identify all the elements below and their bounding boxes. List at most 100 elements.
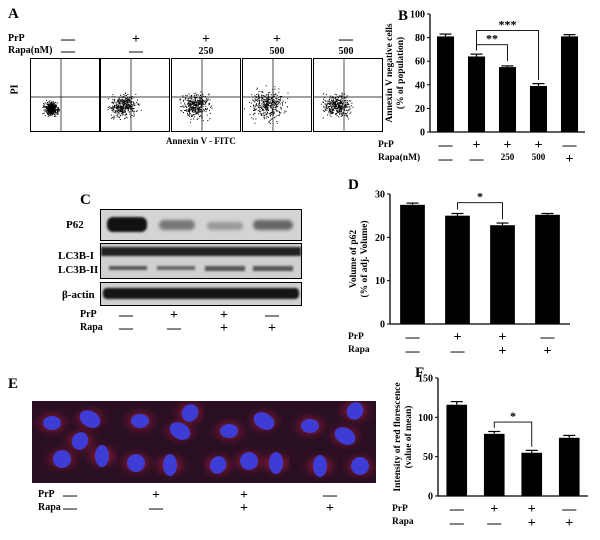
panel-c-prp-sign-4: — xyxy=(265,308,279,323)
prp-sign-3: + xyxy=(499,330,507,345)
panel-a-prp-sign-2: + xyxy=(132,32,140,47)
bar-2 xyxy=(483,433,505,496)
rapa-sign-3: + xyxy=(499,344,507,358)
rapa-row-label: Rapa xyxy=(392,517,414,527)
micrograph-1 xyxy=(32,401,120,483)
rapa-sign-2: — xyxy=(486,516,502,531)
panel-e-prp-sign-1: — xyxy=(63,488,77,503)
y-tick-label: 100 xyxy=(418,413,433,424)
significance-label: *** xyxy=(499,18,517,32)
panel-e-prp-sign-2: + xyxy=(152,488,160,503)
panel-a-prp-sign-5: — xyxy=(339,32,353,47)
significance-bracket xyxy=(493,421,533,447)
panel-e-rapa-sign-3: + xyxy=(240,501,248,516)
prp-sign-4: — xyxy=(561,502,577,517)
micrograph-4 xyxy=(290,401,376,483)
y-axis-label: Intensity of red florescence(value of me… xyxy=(393,382,414,491)
prp-sign-1: — xyxy=(405,330,421,345)
panel-a-pi-axis-label: PI xyxy=(9,84,21,95)
rapa-sign-3: 250 xyxy=(501,152,515,162)
panel-a-prp-sign-4: + xyxy=(273,32,281,47)
prp-sign-3: + xyxy=(504,138,512,153)
prp-sign-1: — xyxy=(449,502,465,517)
rapa-row-label: Rapa(nM) xyxy=(378,152,420,163)
bar-4 xyxy=(558,437,580,496)
panel-a-prp-label: PrP xyxy=(8,33,25,44)
panel-c-rapa-sign-1: — xyxy=(119,321,133,336)
panel-e-prp-label: PrP xyxy=(38,489,55,500)
blot-beta-actin xyxy=(100,282,302,306)
significance-label: * xyxy=(510,409,516,423)
band-label-beta-actin: β-actin xyxy=(62,289,95,301)
prp-sign-4: + xyxy=(535,138,543,153)
y-tick-label: 0 xyxy=(420,128,425,139)
y-tick-label: 10 xyxy=(375,276,385,287)
panel-a-rapa-label: Rapa(nM) xyxy=(8,45,53,56)
rapa-sign-1: — xyxy=(438,152,454,167)
bar-3 xyxy=(490,225,515,324)
bar-4 xyxy=(529,85,548,132)
flow-plot-2 xyxy=(100,58,170,132)
panel-e-rapa-label: Rapa xyxy=(38,502,61,513)
y-axis-label: Annexin V negative cells(% of population… xyxy=(385,23,406,122)
panel-a-annexin-axis-label: Annexin V - FITC xyxy=(166,136,236,146)
panel-f-letter: F xyxy=(415,365,425,381)
rapa-sign-4: 500 xyxy=(532,152,546,162)
panel-a-rapa-sign-1: — xyxy=(61,44,75,59)
bar-4 xyxy=(535,214,560,324)
prp-row-label: PrP xyxy=(378,140,394,150)
panel-e-rapa-sign-4: + xyxy=(326,501,334,516)
panel-c-letter: C xyxy=(80,192,91,208)
chart-d-p62-volume: 0 10 20 30 Volume of p62(% of adj. Volume) * P… xyxy=(348,190,570,358)
rapa-sign-4: + xyxy=(544,344,552,358)
prp-sign-5: — xyxy=(562,138,578,153)
band-label-lc3b-ii: LC3B-II xyxy=(58,264,99,276)
band-label-lc3b-i: LC3B-I xyxy=(58,250,95,262)
bar-1 xyxy=(400,204,425,324)
flow-plot-5 xyxy=(313,58,383,132)
panel-e-rapa-sign-1: — xyxy=(63,501,77,516)
panel-a-letter: A xyxy=(8,6,19,22)
panel-c-prp-sign-2: + xyxy=(170,308,178,323)
rapa-sign-2: — xyxy=(469,152,485,167)
y-tick-label: 80 xyxy=(415,33,425,44)
panel-c-rapa-sign-3: + xyxy=(220,321,228,336)
micrograph-2 xyxy=(118,401,206,483)
panel-c-prp-sign-1: — xyxy=(119,308,133,323)
y-tick-label: 150 xyxy=(418,374,433,385)
panel-e-rapa-sign-2: — xyxy=(149,501,163,516)
significance-label: * xyxy=(477,190,483,204)
bar-1 xyxy=(446,404,468,496)
prp-sign-2: + xyxy=(490,502,498,517)
chart-b-annexin: 0 20 40 60 80 100 Annexin V negative cells(% o… xyxy=(378,10,585,167)
blot-p62 xyxy=(100,209,302,241)
panel-e-prp-sign-4: — xyxy=(323,488,337,503)
panel-e-letter: E xyxy=(8,376,19,392)
flow-plot-1 xyxy=(30,58,100,132)
rapa-sign-4: + xyxy=(565,516,573,531)
rapa-sign-5: + xyxy=(566,152,574,167)
panel-a-rapa-sign-4: 500 xyxy=(269,46,285,57)
rapa-sign-1: — xyxy=(449,516,465,531)
panel-e-prp-sign-3: + xyxy=(240,488,248,503)
y-tick-label: 60 xyxy=(415,57,425,68)
band-label-p62: P62 xyxy=(66,219,84,231)
bar-3 xyxy=(498,67,517,132)
bar-2 xyxy=(445,215,470,324)
bar-1 xyxy=(436,36,455,132)
blot-lc3b xyxy=(100,243,302,279)
significance-bracket xyxy=(457,202,503,220)
micrograph-3 xyxy=(204,401,292,483)
panel-b-letter: B xyxy=(398,8,409,24)
panel-c-rapa-label: Rapa xyxy=(80,322,103,333)
y-tick-label: 40 xyxy=(415,80,425,91)
rapa-sign-2: — xyxy=(450,344,466,358)
y-tick-label: 0 xyxy=(428,492,433,503)
significance-bracket xyxy=(476,30,539,80)
prp-sign-1: — xyxy=(438,138,454,153)
prp-sign-4: — xyxy=(540,330,556,345)
prp-sign-2: + xyxy=(473,138,481,153)
prp-row-label: PrP xyxy=(348,332,364,342)
y-tick-label: 20 xyxy=(375,233,385,244)
significance-label: ** xyxy=(486,32,498,46)
